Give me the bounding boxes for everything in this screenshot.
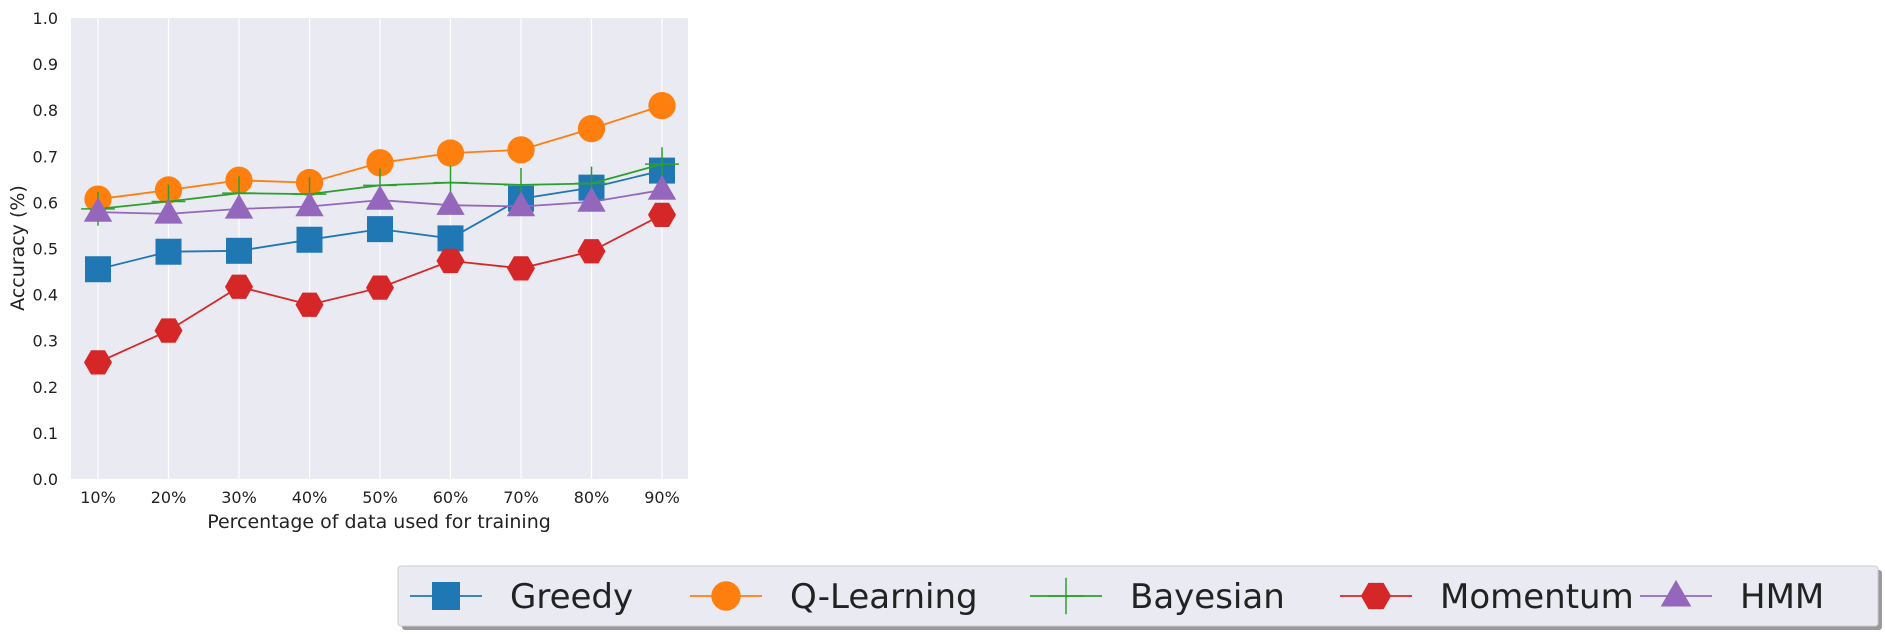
triangle-marker [365,185,395,210]
triangle-marker [436,190,465,215]
x-axis-ticks: 10% 20% 30% 40% 50% 60% 70% 80% 90% [80,488,680,507]
legend-label: Momentum [1440,577,1634,617]
plus-marker [1047,577,1085,615]
y-tick-label: 0.1 [33,424,58,443]
square-marker [367,216,393,243]
triangle-marker [154,199,183,224]
triangle-marker [647,175,677,200]
series-layer [81,91,679,375]
hexagon-marker [366,275,394,300]
circle-marker [577,114,606,143]
square-marker [155,238,182,265]
y-axis-label: Accuracy (%) [7,185,29,311]
y-tick-label: 0.5 [33,240,58,259]
circle-marker [507,136,535,164]
x-tick-label: 10% [80,488,116,507]
hexagon-marker [507,256,535,281]
hexagon-marker [648,202,676,227]
hexagon-marker [295,292,324,317]
triangle-marker [577,187,606,212]
y-tick-label: 0.7 [33,147,58,166]
legend-label: Q-Learning [790,577,978,617]
hexagon-marker [84,350,112,375]
y-tick-label: 0.4 [33,286,58,305]
x-tick-label: 90% [644,488,680,507]
x-tick-label: 60% [433,488,469,507]
legend-item: Q-Learning [690,577,978,617]
triangle-marker [83,197,113,222]
legend: Greedy Q-Learning Bayesian Momentum HMM [397,565,1882,630]
hexagon-marker [577,239,606,264]
square-marker [226,237,252,264]
x-tick-label: 40% [292,488,328,507]
circle-marker [366,149,394,177]
x-tick-label: 70% [503,488,539,507]
x-tick-label: 80% [574,488,610,507]
legend-item: Momentum [1340,577,1634,617]
square-marker [296,226,323,253]
square-marker [432,582,460,610]
y-tick-label: 0.0 [33,470,58,489]
circle-marker [648,91,676,120]
triangle-marker [506,191,536,217]
circle-marker [436,139,465,167]
series-momentum [84,202,676,375]
triangle-marker [295,191,324,217]
x-tick-label: 50% [362,488,398,507]
legend-label: Bayesian [1130,577,1285,617]
series-hmm [83,175,677,224]
legend-item: Greedy [410,577,633,617]
y-axis-ticks: 0.0 0.1 0.2 0.3 0.4 0.5 0.6 0.7 0.8 0.9 1.0 [33,9,58,489]
triangle-marker [1660,579,1692,607]
circle-marker [711,581,741,611]
legend-label: Greedy [510,577,633,617]
y-tick-label: 0.3 [33,332,58,351]
legend-item: HMM [1640,577,1824,617]
triangle-marker [224,193,254,219]
x-tick-label: 30% [221,488,257,507]
y-tick-label: 0.6 [33,193,58,212]
legend-label: HMM [1740,577,1824,617]
hexagon-marker [1360,582,1392,610]
y-tick-label: 0.8 [33,101,58,120]
square-marker [437,225,464,252]
x-axis-label: Percentage of data used for training [207,511,551,533]
hexagon-marker [154,318,183,343]
hexagon-marker [225,274,253,299]
y-tick-label: 1.0 [33,9,58,28]
hexagon-marker [436,248,465,274]
x-tick-label: 20% [151,488,187,507]
legend-entries: Greedy Q-Learning Bayesian Momentum HMM [410,577,1824,617]
square-marker [85,256,111,283]
y-tick-label: 0.9 [33,55,58,74]
legend-item: Bayesian [1030,577,1285,617]
legend-box [397,565,1879,627]
y-tick-label: 0.2 [33,378,58,397]
